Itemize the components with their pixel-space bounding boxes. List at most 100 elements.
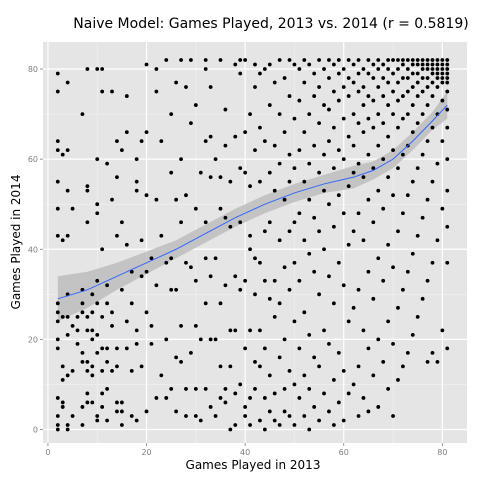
data-point bbox=[243, 414, 248, 418]
data-point bbox=[327, 341, 331, 346]
data-point bbox=[346, 134, 351, 139]
data-point bbox=[218, 364, 223, 369]
data-point bbox=[297, 211, 302, 216]
data-point bbox=[371, 296, 376, 301]
data-point bbox=[396, 229, 400, 234]
data-point bbox=[341, 157, 346, 162]
data-point bbox=[336, 148, 341, 153]
data-point bbox=[243, 346, 248, 351]
data-point bbox=[65, 427, 70, 432]
data-point bbox=[356, 89, 361, 94]
data-point bbox=[440, 62, 445, 67]
data-point bbox=[277, 355, 282, 360]
data-point bbox=[154, 396, 159, 400]
data-point bbox=[189, 350, 193, 355]
data-point bbox=[233, 391, 238, 396]
data-point bbox=[401, 58, 405, 62]
data-point bbox=[445, 89, 450, 94]
data-point bbox=[440, 328, 445, 333]
data-point bbox=[420, 76, 425, 80]
data-point bbox=[435, 71, 440, 76]
data-point bbox=[302, 179, 307, 184]
x-tick-label: 0 bbox=[45, 448, 50, 457]
data-point bbox=[213, 256, 218, 261]
data-point bbox=[144, 62, 149, 67]
data-point bbox=[115, 364, 119, 369]
data-point bbox=[85, 314, 90, 319]
data-point bbox=[307, 427, 312, 432]
data-point bbox=[445, 76, 450, 80]
data-point bbox=[149, 323, 154, 328]
data-point bbox=[302, 58, 307, 62]
data-point bbox=[213, 157, 218, 162]
data-point bbox=[346, 391, 351, 396]
data-point bbox=[233, 274, 238, 279]
data-point bbox=[95, 414, 100, 418]
data-point bbox=[174, 80, 179, 85]
data-point bbox=[203, 58, 208, 62]
data-point bbox=[317, 364, 321, 369]
data-point bbox=[292, 166, 297, 171]
data-point bbox=[381, 62, 386, 67]
data-point bbox=[258, 364, 262, 369]
smooth-line-path bbox=[57, 104, 448, 300]
data-point bbox=[110, 197, 114, 202]
data-point bbox=[85, 67, 90, 71]
data-point bbox=[90, 337, 95, 342]
data-point bbox=[70, 414, 75, 418]
data-point bbox=[272, 314, 277, 319]
data-point bbox=[401, 62, 405, 67]
data-point bbox=[341, 67, 346, 71]
data-point bbox=[292, 220, 297, 225]
data-point bbox=[430, 67, 435, 71]
data-point bbox=[415, 121, 420, 126]
data-point bbox=[282, 337, 287, 342]
data-point bbox=[435, 67, 440, 71]
data-point bbox=[297, 346, 302, 351]
data-point bbox=[366, 152, 371, 157]
data-point bbox=[297, 67, 302, 71]
data-point bbox=[430, 125, 435, 130]
data-point bbox=[218, 175, 223, 180]
data-point bbox=[95, 332, 100, 337]
data-point bbox=[169, 287, 174, 292]
data-point bbox=[213, 337, 218, 342]
data-point bbox=[381, 157, 386, 162]
data-point bbox=[302, 310, 307, 315]
data-point bbox=[445, 80, 450, 85]
data-point bbox=[70, 369, 75, 373]
data-point bbox=[336, 260, 341, 265]
y-axis: 0 20 40 60 80 bbox=[28, 65, 43, 434]
data-point bbox=[391, 193, 395, 198]
data-point bbox=[396, 305, 400, 310]
data-point bbox=[267, 409, 272, 414]
data-point bbox=[149, 256, 154, 261]
data-point bbox=[307, 332, 312, 337]
data-point bbox=[287, 94, 292, 98]
data-point bbox=[391, 148, 395, 153]
data-point bbox=[100, 89, 105, 94]
data-point bbox=[297, 98, 302, 103]
data-point bbox=[371, 76, 376, 80]
data-point bbox=[435, 238, 440, 243]
data-point bbox=[376, 67, 381, 71]
data-point bbox=[425, 197, 430, 202]
data-point bbox=[203, 139, 208, 144]
data-point bbox=[253, 292, 257, 297]
data-point bbox=[356, 121, 361, 126]
data-point bbox=[55, 148, 60, 153]
data-point bbox=[371, 373, 376, 378]
data-point bbox=[415, 314, 420, 319]
data-point bbox=[110, 369, 114, 373]
data-point bbox=[277, 238, 282, 243]
data-point bbox=[401, 152, 405, 157]
data-point bbox=[218, 396, 223, 400]
data-point bbox=[386, 80, 391, 85]
data-point bbox=[124, 94, 129, 98]
data-point bbox=[292, 382, 297, 387]
data-point bbox=[361, 67, 366, 71]
data-point bbox=[228, 224, 233, 229]
data-point bbox=[292, 62, 297, 67]
data-point bbox=[203, 301, 208, 306]
data-point bbox=[179, 359, 183, 364]
